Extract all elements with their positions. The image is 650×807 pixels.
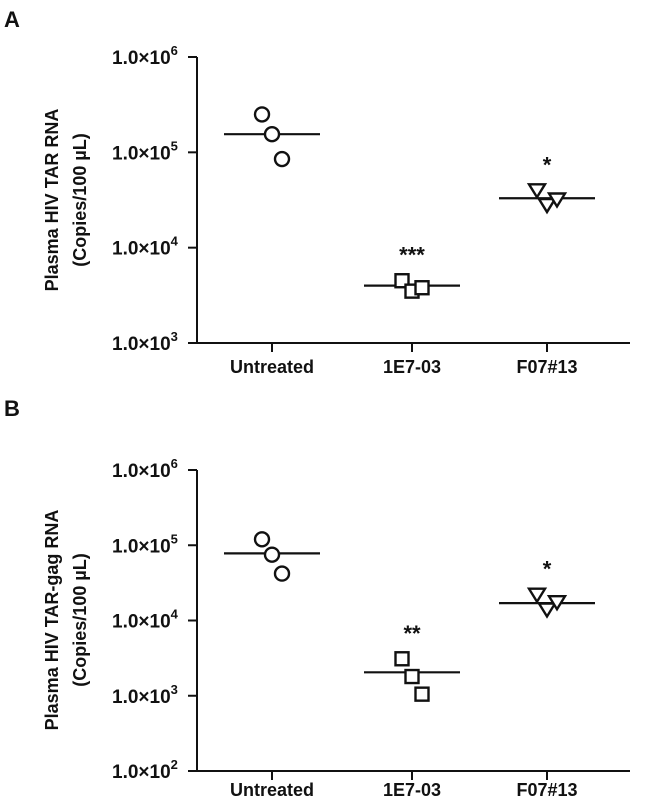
data-point xyxy=(253,106,271,123)
y-tick-label: 1.0×105 xyxy=(112,531,178,557)
y-tick-label-base: 1.0×10 xyxy=(112,536,171,557)
y-tick-label-base: 1.0×10 xyxy=(112,239,171,260)
y-tick-label: 1.0×104 xyxy=(112,234,179,260)
data-point xyxy=(404,668,420,685)
panel-b: B1.0×1021.0×1031.0×1041.0×1051.0×106Plas… xyxy=(4,396,630,800)
y-tick-label-base: 1.0×10 xyxy=(112,461,171,482)
panel-letter: B xyxy=(4,396,20,421)
y-tick-label-base: 1.0×10 xyxy=(112,334,171,355)
y-tick-label-exponent: 2 xyxy=(171,757,178,772)
y-tick-label-exponent: 6 xyxy=(171,43,178,58)
y-tick-label: 1.0×103 xyxy=(112,682,178,708)
panel-letter: A xyxy=(4,7,20,32)
x-tick-label: 1E7-03 xyxy=(383,357,441,377)
data-point xyxy=(526,183,548,200)
data-point xyxy=(546,192,568,209)
y-tick-label-exponent: 4 xyxy=(171,234,179,249)
y-tick-label-base: 1.0×10 xyxy=(112,612,171,633)
x-tick-label: F07#13 xyxy=(516,780,577,800)
y-axis-title: Plasma HIV TAR-gag RNA xyxy=(42,510,62,731)
y-tick-label-exponent: 3 xyxy=(171,682,178,697)
data-point xyxy=(414,686,430,702)
data-point xyxy=(414,280,430,296)
data-point xyxy=(263,546,281,563)
y-tick-label-exponent: 4 xyxy=(171,607,179,622)
y-tick-label-exponent: 5 xyxy=(171,531,178,546)
y-tick-label: 1.0×103 xyxy=(112,329,178,355)
data-point xyxy=(394,651,410,667)
data-point xyxy=(273,150,291,168)
y-tick-label-base: 1.0×10 xyxy=(112,687,171,708)
significance-marker: ** xyxy=(403,621,421,646)
data-point xyxy=(253,531,271,548)
data-point xyxy=(536,602,558,619)
y-tick-label-base: 1.0×10 xyxy=(112,143,171,164)
y-tick-label: 1.0×106 xyxy=(112,43,178,69)
y-tick-label-exponent: 6 xyxy=(171,456,178,471)
data-point xyxy=(526,587,548,605)
y-tick-label: 1.0×106 xyxy=(112,456,178,482)
significance-marker: * xyxy=(543,152,552,177)
x-tick-label: Untreated xyxy=(230,357,314,377)
x-tick-label: F07#13 xyxy=(516,357,577,377)
y-tick-label-exponent: 3 xyxy=(171,329,178,344)
y-tick-label: 1.0×104 xyxy=(112,607,179,633)
y-axis-title: Plasma HIV TAR RNA xyxy=(42,109,62,292)
x-tick-label: Untreated xyxy=(230,780,314,800)
data-point xyxy=(546,595,568,612)
y-tick-label-base: 1.0×10 xyxy=(112,762,171,783)
significance-marker: * xyxy=(543,557,552,582)
y-tick-label: 1.0×105 xyxy=(112,138,178,164)
y-axis-units: (Copies/100 µL) xyxy=(70,133,90,266)
data-point xyxy=(536,197,558,215)
y-tick-label: 1.0×102 xyxy=(112,757,178,783)
data-point xyxy=(263,125,281,143)
y-tick-label-exponent: 5 xyxy=(171,138,178,153)
y-tick-label-base: 1.0×10 xyxy=(112,48,171,69)
x-tick-label: 1E7-03 xyxy=(383,780,441,800)
data-point xyxy=(273,565,291,582)
significance-marker: *** xyxy=(399,243,425,268)
y-axis-units: (Copies/100 µL) xyxy=(70,553,90,686)
